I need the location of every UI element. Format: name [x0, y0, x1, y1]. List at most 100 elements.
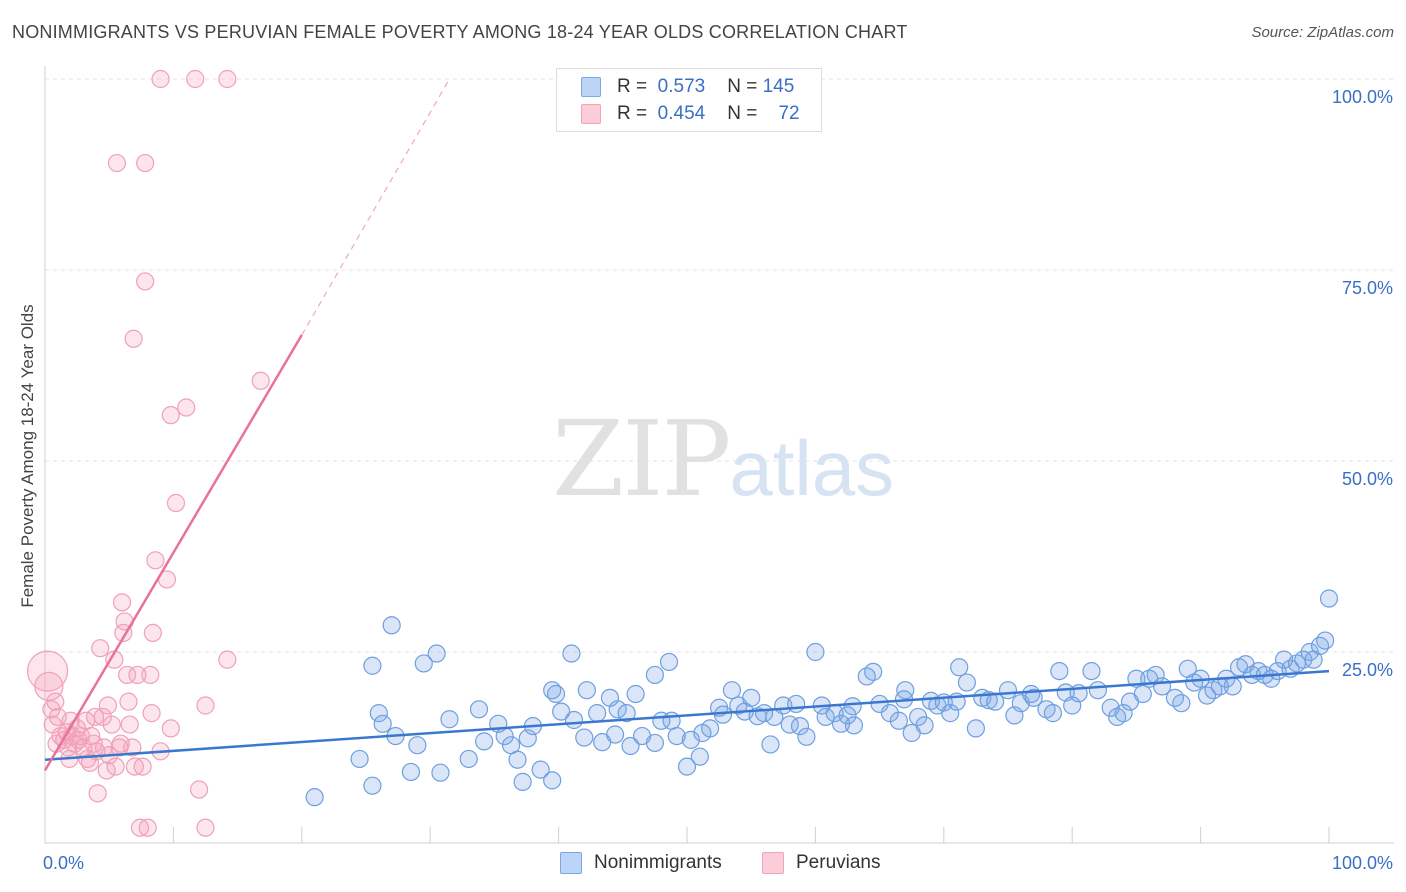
- y-tick-label: 75.0%: [1342, 278, 1393, 298]
- legend-swatch-blue: [581, 77, 601, 97]
- nonimmigrants-point: [645, 665, 665, 685]
- axes: [44, 66, 1394, 844]
- nonimmigrants-point: [713, 705, 733, 724]
- peruvians-point: [97, 761, 116, 780]
- peruvians-point: [177, 398, 196, 417]
- y-tick-label: 25.0%: [1342, 660, 1393, 680]
- nonimmigrants-point: [843, 697, 862, 716]
- legend-n-value: 145: [762, 76, 795, 97]
- nonimmigrants-point: [701, 719, 720, 738]
- watermark-atlas: atlas: [729, 424, 895, 512]
- legend-r-label: R =: [617, 103, 648, 124]
- nonimmigrants-point: [305, 788, 324, 807]
- nonimmigrants-point: [459, 749, 478, 769]
- x-tick-label-min: 0.0%: [43, 853, 84, 873]
- nonimmigrants-point: [427, 644, 446, 663]
- nonimmigrants-point: [1316, 631, 1335, 650]
- nonimmigrants-point: [1114, 704, 1133, 723]
- nonimmigrants-points: [305, 589, 1339, 807]
- x-tick-label-max: 100.0%: [1332, 853, 1393, 873]
- peruvians-point: [161, 719, 180, 738]
- bottom-legend-peruvians: Peruvians: [762, 852, 881, 874]
- peruvians-point: [143, 623, 162, 643]
- peruvians-point: [128, 665, 147, 685]
- nonimmigrants-point: [546, 684, 566, 704]
- nonimmigrants-point: [667, 726, 686, 746]
- peruvians-point: [125, 757, 144, 776]
- peruvians-trend-extension: [301, 78, 450, 336]
- trend-lines: [43, 78, 1330, 772]
- nonimmigrants-point: [373, 714, 392, 733]
- peruvians-point: [166, 493, 186, 513]
- nonimmigrants-point: [1310, 636, 1330, 655]
- nonimmigrants-point: [1043, 704, 1063, 723]
- peruvians-trend-line: [43, 334, 303, 772]
- legend-r-value: 0.573: [657, 76, 706, 97]
- nonimmigrants-point: [363, 656, 382, 675]
- nonimmigrants-point: [564, 710, 584, 730]
- nonimmigrants-point: [677, 757, 697, 776]
- chart-title: NONIMMIGRANTS VS PERUVIAN FEMALE POVERTY…: [12, 22, 908, 42]
- nonimmigrants-point: [1082, 661, 1101, 681]
- nonimmigrants-point: [621, 736, 640, 756]
- peruvians-point: [189, 780, 209, 799]
- peruvians-point: [123, 738, 142, 757]
- peruvians-point: [118, 665, 137, 685]
- peruvians-point: [133, 757, 152, 776]
- nonimmigrants-point: [844, 716, 864, 735]
- peruvians-point: [46, 692, 65, 711]
- nonimmigrants-point: [401, 762, 421, 782]
- peruvians-point: [196, 696, 215, 715]
- nonimmigrants-point: [957, 673, 977, 692]
- nonimmigrants-point: [543, 771, 562, 790]
- nonimmigrants-point: [896, 681, 915, 700]
- nonimmigrants-point: [408, 736, 427, 755]
- peruvians-point: [106, 757, 125, 776]
- nonimmigrants-point: [1050, 661, 1069, 681]
- peruvians-point: [151, 69, 170, 89]
- nonimmigrants-point: [1294, 650, 1313, 669]
- nonimmigrants-point: [562, 644, 581, 663]
- peruvians-point: [88, 784, 107, 803]
- nonimmigrants-point: [588, 704, 607, 723]
- nonimmigrants-point: [1024, 688, 1043, 707]
- legend-row-nonimmigrants: R = 0.573 N = 145: [581, 75, 794, 99]
- peruvians-point: [141, 665, 160, 685]
- nonimmigrants-point: [552, 702, 571, 721]
- peruvians-point: [251, 371, 270, 390]
- nonimmigrants-point: [742, 688, 761, 707]
- y-axis-label: Female Poverty Among 18-24 Year Olds: [18, 304, 37, 608]
- nonimmigrants-point: [761, 735, 780, 754]
- peruvians-point: [218, 69, 237, 89]
- peruvians-point: [98, 696, 118, 715]
- nonimmigrants-point: [998, 681, 1018, 700]
- nonimmigrants-point: [617, 704, 636, 723]
- nonimmigrants-point: [531, 760, 550, 779]
- nonimmigrants-point: [1133, 684, 1152, 704]
- nonimmigrants-point: [889, 711, 908, 730]
- bottom-legend-nonimmigrants: Nonimmigrants: [560, 852, 722, 874]
- y-tick-label: 50.0%: [1342, 469, 1393, 489]
- bottom-legend-swatch-pink: [762, 852, 784, 874]
- peruvians-point: [161, 406, 180, 425]
- nonimmigrants-point: [575, 728, 594, 747]
- nonimmigrants-point: [941, 704, 960, 723]
- peruvians-point: [186, 69, 205, 89]
- nonimmigrants-point: [513, 772, 532, 791]
- y-tick-labels: 25.0% 50.0% 75.0% 100.0% 0.0% 100.0%: [43, 87, 1393, 873]
- legend-r-value: 0.454: [657, 103, 706, 124]
- nonimmigrants-point: [645, 733, 665, 753]
- nonimmigrants-point: [440, 710, 459, 729]
- watermark: ZIPatlas: [552, 398, 894, 520]
- nonimmigrants-point: [966, 719, 986, 738]
- stats-legend: R = 0.573 N = 145 R = 0.454 N = 72: [556, 68, 822, 132]
- nonimmigrants-point: [369, 704, 388, 723]
- nonimmigrants-point: [608, 700, 627, 719]
- bottom-legend-swatch-blue: [560, 852, 582, 874]
- legend-row-peruvians: R = 0.454 N = 72: [581, 102, 800, 126]
- legend-n-label: N =: [727, 103, 758, 124]
- nonimmigrants-point: [915, 716, 934, 735]
- peruvians-point: [124, 329, 143, 348]
- gridlines: [45, 78, 1394, 653]
- nonimmigrants-point: [350, 749, 369, 769]
